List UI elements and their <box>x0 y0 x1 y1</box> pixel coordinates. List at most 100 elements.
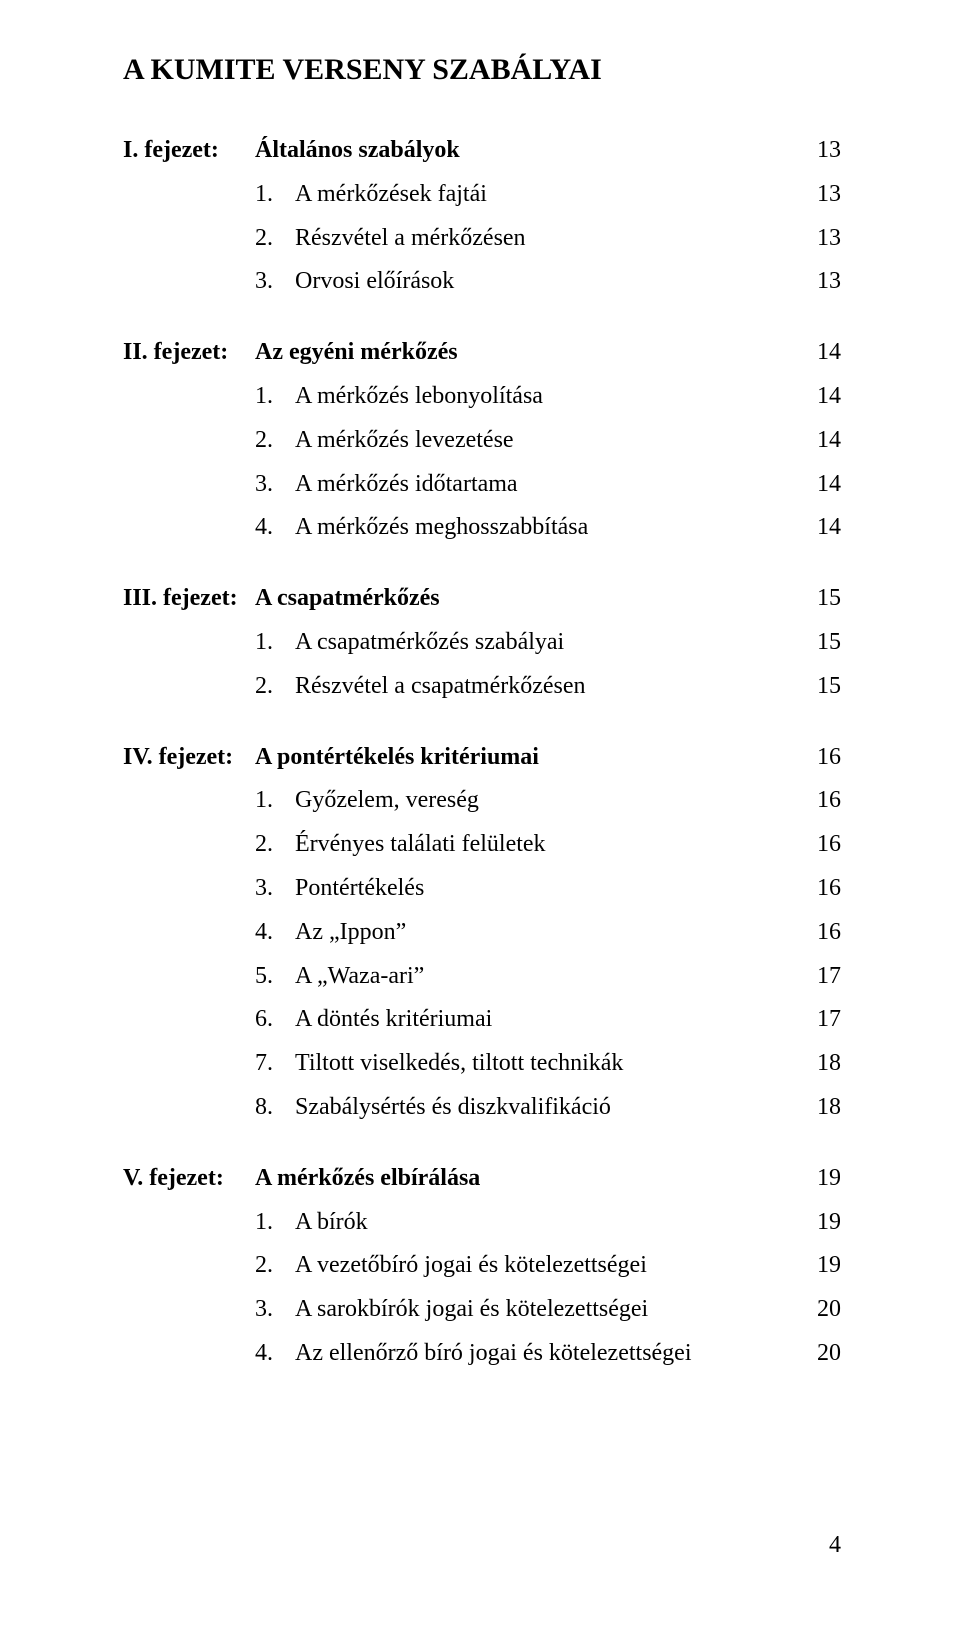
item-page: 18 <box>793 1049 841 1078</box>
chapter-title: A mérkőzés elbírálása <box>255 1164 793 1193</box>
chapter-page: 14 <box>793 338 841 367</box>
toc-item: 6.A döntés kritériumai17 <box>123 1005 841 1034</box>
toc-section: IV. fejezet:A pontértékelés kritériumai1… <box>123 743 841 1122</box>
item-page: 15 <box>793 628 841 657</box>
item-page: 19 <box>793 1208 841 1237</box>
item-number: 2. <box>255 830 295 859</box>
toc-section-head: IV. fejezet:A pontértékelés kritériumai1… <box>123 743 841 772</box>
item-number: 1. <box>255 382 295 411</box>
item-label: Pontértékelés <box>295 874 793 903</box>
toc-item: 1.Győzelem, vereség16 <box>123 786 841 815</box>
item-number: 2. <box>255 672 295 701</box>
toc-item: 1.A mérkőzés lebonyolítása14 <box>123 382 841 411</box>
toc-item: 3.A sarokbírók jogai és kötelezettségei2… <box>123 1295 841 1324</box>
item-page: 19 <box>793 1251 841 1280</box>
item-label: Az „Ippon” <box>295 918 793 947</box>
item-label: Szabálysértés és diszkvalifikáció <box>295 1093 793 1122</box>
toc-section: III. fejezet:A csapatmérkőzés151.A csapa… <box>123 584 841 700</box>
item-label: A bírók <box>295 1208 793 1237</box>
item-label: Részvétel a csapatmérkőzésen <box>295 672 793 701</box>
toc-item: 2.Részvétel a mérkőzésen13 <box>123 224 841 253</box>
toc-item: 4.A mérkőzés meghosszabbítása14 <box>123 513 841 542</box>
chapter-lead: II. fejezet: <box>123 338 255 367</box>
document-title: A KUMITE VERSENY SZABÁLYAI <box>123 52 841 88</box>
toc-item: 2.A vezetőbíró jogai és kötelezettségei1… <box>123 1251 841 1280</box>
toc-section-head: II. fejezet:Az egyéni mérkőzés14 <box>123 338 841 367</box>
item-number: 4. <box>255 513 295 542</box>
chapter-title: A csapatmérkőzés <box>255 584 793 613</box>
chapter-page: 16 <box>793 743 841 772</box>
toc-section-head: III. fejezet:A csapatmérkőzés15 <box>123 584 841 613</box>
toc-item: 2.Részvétel a csapatmérkőzésen15 <box>123 672 841 701</box>
item-page: 16 <box>793 918 841 947</box>
item-page: 16 <box>793 830 841 859</box>
toc-item: 4.Az „Ippon”16 <box>123 918 841 947</box>
item-page: 13 <box>793 267 841 296</box>
item-page: 15 <box>793 672 841 701</box>
toc-container: I. fejezet:Általános szabályok131.A mérk… <box>123 136 841 1368</box>
item-number: 7. <box>255 1049 295 1078</box>
item-label: A sarokbírók jogai és kötelezettségei <box>295 1295 793 1324</box>
item-number: 1. <box>255 786 295 815</box>
item-number: 5. <box>255 962 295 991</box>
item-page: 13 <box>793 224 841 253</box>
item-page: 14 <box>793 470 841 499</box>
item-number: 2. <box>255 426 295 455</box>
item-number: 2. <box>255 1251 295 1280</box>
page-number: 4 <box>829 1531 841 1560</box>
item-label: A csapatmérkőzés szabályai <box>295 628 793 657</box>
item-page: 14 <box>793 426 841 455</box>
toc-section: V. fejezet:A mérkőzés elbírálása191.A bí… <box>123 1164 841 1368</box>
toc-item: 3.Orvosi előírások13 <box>123 267 841 296</box>
item-page: 14 <box>793 513 841 542</box>
chapter-lead: I. fejezet: <box>123 136 255 165</box>
item-label: Részvétel a mérkőzésen <box>295 224 793 253</box>
toc-item: 1.A bírók19 <box>123 1208 841 1237</box>
item-number: 3. <box>255 267 295 296</box>
item-page: 17 <box>793 1005 841 1034</box>
item-page: 17 <box>793 962 841 991</box>
item-label: A mérkőzés lebonyolítása <box>295 382 793 411</box>
toc-item: 5.A „Waza-ari”17 <box>123 962 841 991</box>
item-number: 1. <box>255 180 295 209</box>
item-page: 18 <box>793 1093 841 1122</box>
chapter-page: 19 <box>793 1164 841 1193</box>
item-page: 20 <box>793 1339 841 1368</box>
toc-item: 1.A mérkőzések fajtái13 <box>123 180 841 209</box>
toc-item: 1.A csapatmérkőzés szabályai15 <box>123 628 841 657</box>
item-number: 8. <box>255 1093 295 1122</box>
item-label: A mérkőzés levezetése <box>295 426 793 455</box>
item-label: A „Waza-ari” <box>295 962 793 991</box>
item-number: 4. <box>255 1339 295 1368</box>
toc-item: 3.A mérkőzés időtartama14 <box>123 470 841 499</box>
item-number: 3. <box>255 470 295 499</box>
item-label: Tiltott viselkedés, tiltott technikák <box>295 1049 793 1078</box>
toc-item: 7.Tiltott viselkedés, tiltott technikák1… <box>123 1049 841 1078</box>
toc-item: 3.Pontértékelés16 <box>123 874 841 903</box>
item-number: 1. <box>255 628 295 657</box>
chapter-title: Az egyéni mérkőzés <box>255 338 793 367</box>
item-number: 6. <box>255 1005 295 1034</box>
toc-item: 2.Érvényes találati felületek16 <box>123 830 841 859</box>
item-label: A mérkőzések fajtái <box>295 180 793 209</box>
item-label: Győzelem, vereség <box>295 786 793 815</box>
toc-section: II. fejezet:Az egyéni mérkőzés141.A mérk… <box>123 338 841 542</box>
item-number: 3. <box>255 1295 295 1324</box>
item-page: 20 <box>793 1295 841 1324</box>
toc-item: 8.Szabálysértés és diszkvalifikáció18 <box>123 1093 841 1122</box>
chapter-title: Általános szabályok <box>255 136 793 165</box>
item-page: 16 <box>793 874 841 903</box>
toc-section-head: I. fejezet:Általános szabályok13 <box>123 136 841 165</box>
item-page: 14 <box>793 382 841 411</box>
item-label: Az ellenőrző bíró jogai és kötelezettség… <box>295 1339 793 1368</box>
item-label: A mérkőzés időtartama <box>295 470 793 499</box>
item-label: Érvényes találati felületek <box>295 830 793 859</box>
item-label: A döntés kritériumai <box>295 1005 793 1034</box>
item-number: 4. <box>255 918 295 947</box>
chapter-lead: V. fejezet: <box>123 1164 255 1193</box>
toc-item: 4.Az ellenőrző bíró jogai és kötelezetts… <box>123 1339 841 1368</box>
item-number: 1. <box>255 1208 295 1237</box>
item-page: 16 <box>793 786 841 815</box>
toc-item: 2.A mérkőzés levezetése14 <box>123 426 841 455</box>
toc-section: I. fejezet:Általános szabályok131.A mérk… <box>123 136 841 296</box>
